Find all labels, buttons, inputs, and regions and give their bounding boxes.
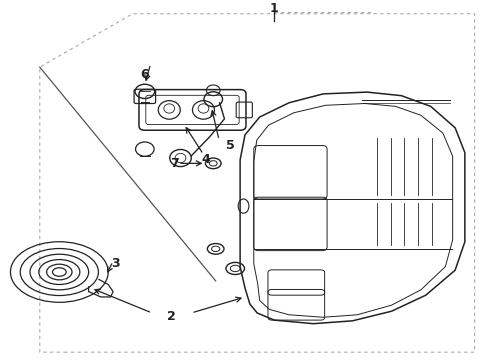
Text: 2: 2 bbox=[167, 310, 176, 323]
Text: 5: 5 bbox=[226, 139, 235, 152]
Text: 1: 1 bbox=[270, 2, 279, 15]
Text: 3: 3 bbox=[111, 257, 120, 270]
Text: 6: 6 bbox=[141, 68, 149, 81]
Text: 4: 4 bbox=[201, 153, 210, 166]
Text: 7: 7 bbox=[170, 157, 178, 170]
